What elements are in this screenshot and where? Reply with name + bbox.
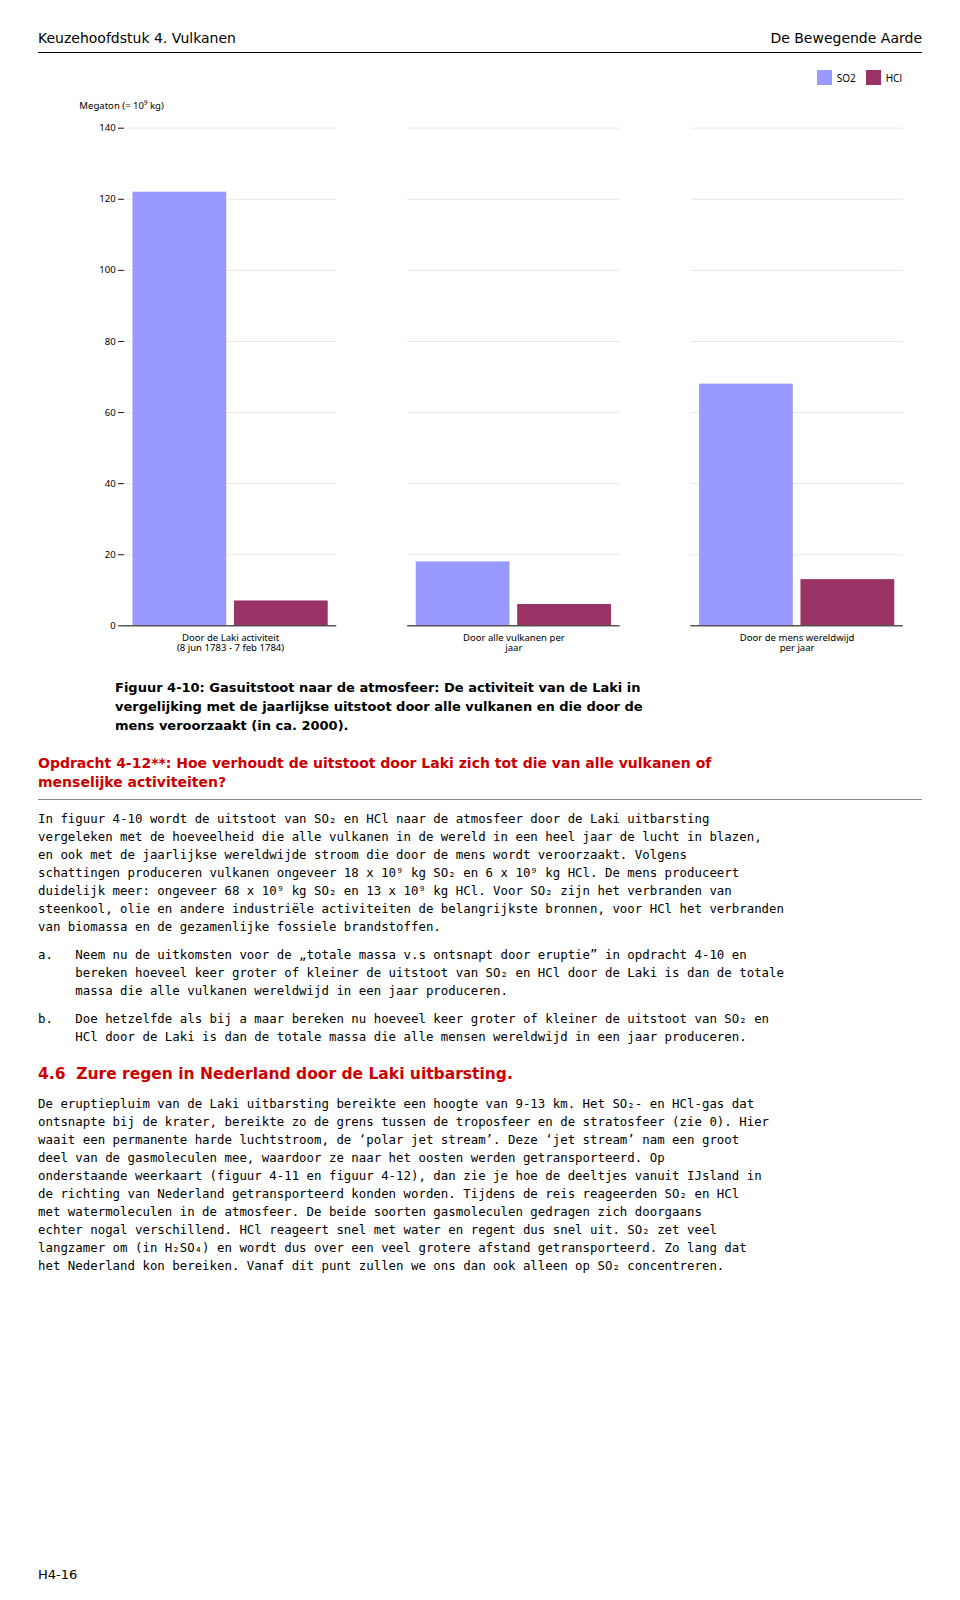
svg-text:120: 120 (99, 192, 115, 205)
html-text:Opdracht 4-12**: Hoe verhoudt: Opdracht 4-12**: Hoe verhoudt de uitstoo… (38, 754, 712, 791)
svg-text:140: 140 (99, 121, 115, 134)
html-text:Keuzehoofdstuk 4. Vulkanen: Keuzehoofdstuk 4. Vulkanen (38, 30, 236, 46)
svg-text:60: 60 (105, 406, 116, 419)
html-text:4.6 Zure regen in Nederland do: 4.6 Zure regen in Nederland door de Laki… (38, 1064, 513, 1083)
svg-text:Door de mens wereldwijdper jaa: Door de mens wereldwijdper jaar (740, 631, 855, 654)
svg-text:Door alle vulkanen perjaar: Door alle vulkanen perjaar (463, 631, 565, 654)
html-text:De eruptiepluim van de Laki ui: De eruptiepluim van de Laki uitbarsting … (38, 1096, 770, 1274)
html-text:Figuur 4-10: Gasuitstoot naar: Figuur 4-10: Gasuitstoot naar de atmosfe… (115, 680, 643, 733)
html-text:b. Doe hetzelfde als bij a maa: b. Doe hetzelfde als bij a maar bereken … (38, 1010, 770, 1044)
svg-text:40: 40 (105, 477, 116, 490)
html-text:a. Neem nu de uitkomsten voor: a. Neem nu de uitkomsten voor de „totale… (38, 946, 784, 998)
svg-text:Door de Laki activiteit(8 jun: Door de Laki activiteit(8 jun 1783 - 7 f… (177, 631, 284, 654)
svg-text:Megaton (= 10⁹ kg): Megaton (= 10⁹ kg) (79, 99, 164, 112)
html-text:In figuur 4-10 wordt de uitsto: In figuur 4-10 wordt de uitstoot van SO₂… (38, 810, 784, 934)
svg-text:20: 20 (105, 548, 116, 561)
html-text:SO2: SO2 (836, 70, 856, 85)
svg-text:0: 0 (110, 619, 115, 632)
html-text:H4-16: H4-16 (38, 1567, 78, 1582)
svg-text:80: 80 (105, 335, 116, 348)
html-text:De Bewegende Aarde: De Bewegende Aarde (770, 30, 922, 46)
svg-text:100: 100 (99, 263, 115, 276)
html-text:HCl: HCl (885, 70, 902, 85)
